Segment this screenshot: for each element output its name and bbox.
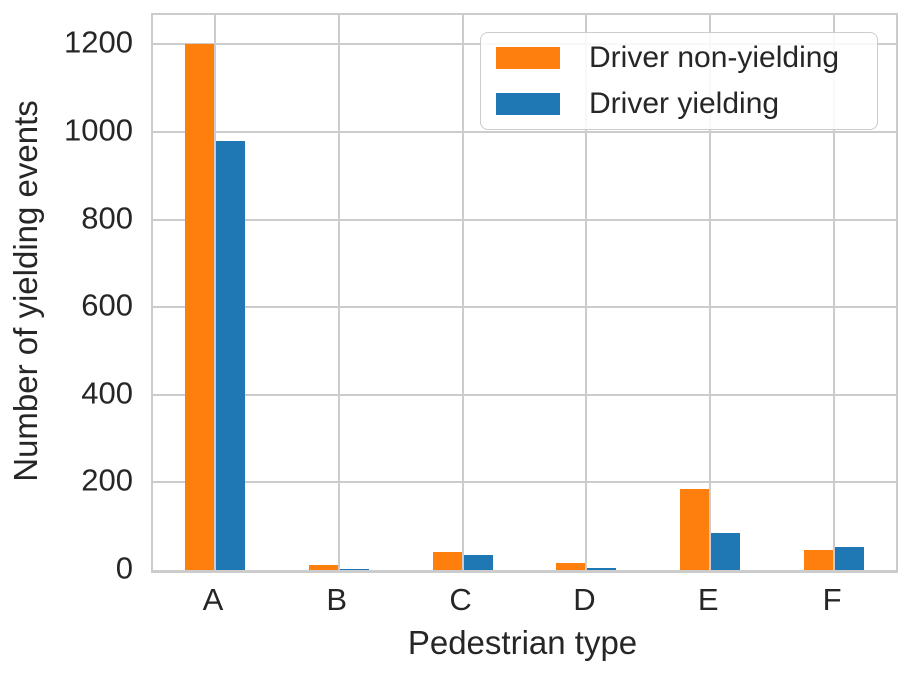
h-gridline-800	[153, 218, 896, 221]
h-gridline-200	[153, 481, 896, 484]
bar-non-yielding-A	[184, 44, 214, 570]
v-gridline-E	[709, 15, 712, 570]
bar-yielding-C	[463, 554, 493, 570]
x-axis-label: Pedestrian type	[407, 624, 638, 661]
bar-yielding-A	[215, 140, 245, 570]
legend-entry-non-yielding: Driver non-yielding	[481, 35, 877, 81]
legend-label-yielding: Driver yielding	[589, 87, 780, 120]
bar-yielding-E	[711, 532, 741, 570]
x-tick-label-A: A	[202, 582, 224, 617]
x-tick-label-F: F	[822, 582, 842, 617]
bar-non-yielding-B	[308, 564, 338, 570]
legend-label-non-yielding: Driver non-yielding	[589, 41, 840, 74]
x-tick-label-B: B	[326, 582, 348, 617]
v-gridline-A	[213, 15, 216, 570]
legend-swatch-blue	[496, 93, 560, 115]
h-gridline-1000	[153, 130, 896, 133]
y-tick-label-400: 400	[81, 375, 133, 411]
y-tick-label-1200: 1200	[64, 24, 133, 60]
y-axis-label: Number of yielding events	[7, 100, 44, 482]
legend-swatch-orange	[496, 47, 560, 69]
h-gridline-600	[153, 306, 896, 309]
v-gridline-B	[337, 15, 340, 570]
bar-yielding-F	[835, 546, 865, 570]
h-gridline-400	[153, 393, 896, 396]
bar-non-yielding-D	[556, 563, 586, 570]
v-gridline-D	[585, 15, 588, 570]
y-tick-label-200: 200	[81, 462, 133, 498]
bar-non-yielding-E	[680, 488, 710, 570]
bar-non-yielding-F	[804, 550, 834, 570]
x-tick-label-D: D	[573, 582, 596, 617]
y-tick-label-0: 0	[115, 550, 133, 586]
x-tick-label-E: E	[697, 582, 719, 617]
v-gridline-C	[461, 15, 464, 570]
legend-entry-yielding: Driver yielding	[481, 81, 877, 127]
y-tick-label-1000: 1000	[64, 112, 133, 148]
bar-non-yielding-C	[432, 551, 462, 570]
y-tick-label-600: 600	[81, 287, 133, 323]
bar-yielding-B	[339, 569, 369, 570]
x-tick-label-C: C	[449, 582, 472, 617]
y-tick-label-800: 800	[81, 200, 133, 236]
v-gridline-F	[833, 15, 836, 570]
legend: Driver non-yielding Driver yielding	[480, 32, 878, 130]
bar-yielding-D	[587, 567, 617, 570]
